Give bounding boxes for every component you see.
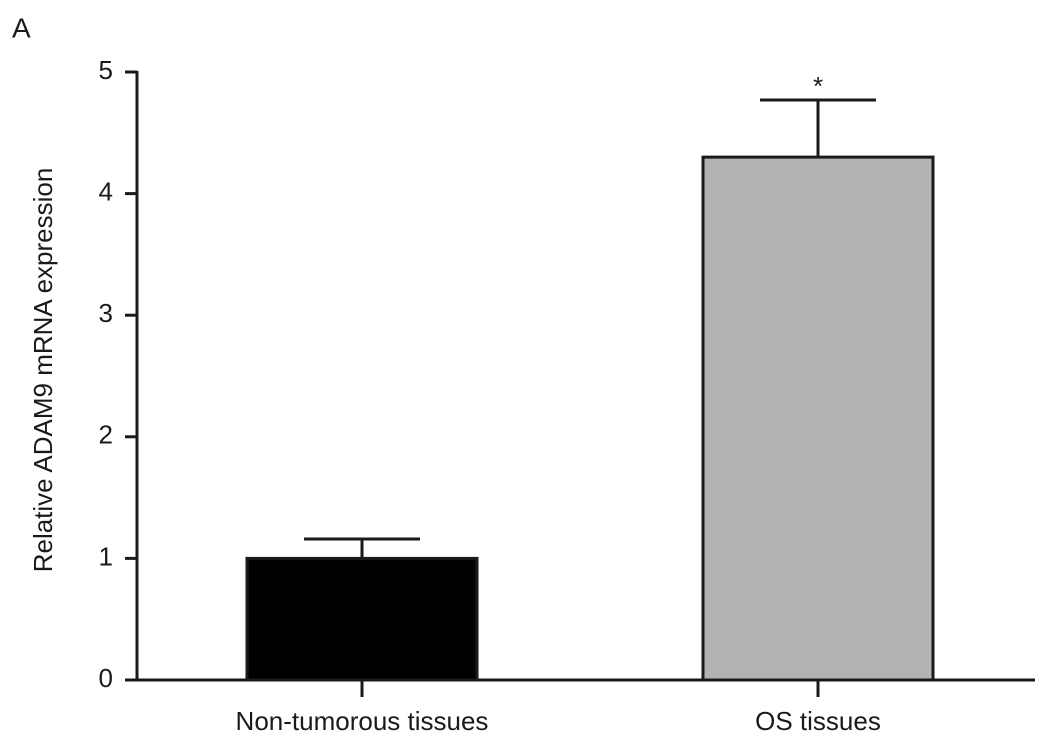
panel-label: A bbox=[12, 12, 31, 43]
y-tick-label: 3 bbox=[99, 298, 113, 328]
y-tick-label: 5 bbox=[99, 55, 113, 85]
significance-label: * bbox=[813, 71, 823, 101]
y-tick-label: 4 bbox=[99, 176, 113, 206]
x-tick-label: OS tissues bbox=[755, 706, 881, 736]
y-tick-label: 2 bbox=[99, 420, 113, 450]
y-tick-label: 0 bbox=[99, 663, 113, 693]
bar bbox=[245, 556, 479, 682]
y-axis-label: Relative ADAM9 mRNA expression bbox=[28, 168, 58, 573]
x-tick-label: Non-tumorous tissues bbox=[236, 706, 489, 736]
y-tick-label: 1 bbox=[99, 541, 113, 571]
bar bbox=[701, 155, 935, 682]
